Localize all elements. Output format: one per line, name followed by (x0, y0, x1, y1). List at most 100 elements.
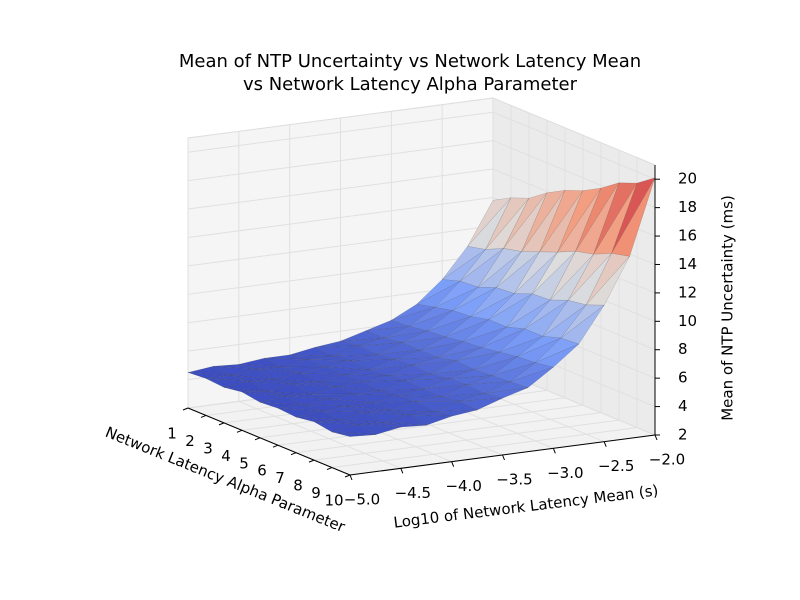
surface-facet (343, 369, 388, 376)
surface-facet (542, 300, 587, 337)
y-tick (344, 474, 351, 478)
surface-facet (488, 293, 533, 320)
x-tick (552, 448, 556, 454)
x-tick-label: −5.0 (344, 491, 380, 509)
surface-facet (313, 419, 358, 425)
surface-facet (331, 431, 376, 437)
y-tick (200, 414, 207, 418)
axis-line (187, 407, 351, 476)
surface-facet (460, 248, 505, 282)
y-tick (254, 437, 261, 441)
z-tick-label: 6 (678, 369, 688, 387)
surface-facet (325, 360, 370, 370)
surface-facet (351, 354, 395, 361)
x-tick-label: −4.5 (395, 484, 431, 502)
surface-facet (372, 395, 416, 404)
grid-line (187, 140, 494, 182)
grid-line (187, 225, 494, 267)
surface-facet (383, 326, 428, 339)
x-tick (349, 474, 353, 481)
surface-facet (585, 256, 630, 306)
surface-facet (419, 336, 464, 351)
surface-facet (382, 422, 427, 428)
x-tick-label: −2.0 (649, 451, 685, 469)
surface-facet (405, 373, 449, 381)
grid-line (187, 111, 494, 153)
y-tick (218, 422, 225, 426)
surface-facet (303, 398, 347, 407)
y-tick-label: 8 (293, 477, 303, 495)
x-tick (654, 434, 658, 441)
surface-facet (506, 293, 551, 328)
x-tick-label: −3.0 (547, 464, 583, 482)
x-axis-label: Log10 of Network Latency Mean (s) (393, 481, 660, 531)
y-tick-label: 1 (167, 425, 177, 443)
y-tick-label: 9 (311, 484, 321, 502)
x-tick (400, 468, 404, 474)
surface-facet (467, 197, 512, 250)
grid-line (313, 419, 620, 461)
surface-facet (437, 341, 483, 358)
grid-line (187, 196, 494, 238)
y-tick (326, 467, 333, 471)
surface-facet (491, 356, 536, 376)
y-tick (182, 407, 189, 411)
y-tick (272, 444, 279, 448)
y-tick-label: 10 (324, 492, 343, 510)
z-tick-label: 4 (678, 397, 688, 415)
z-tick-label: 8 (678, 340, 688, 358)
surface-facet (441, 384, 486, 397)
z-tick-label: 2 (678, 426, 688, 444)
surface-facet (241, 391, 286, 397)
grid-line (492, 111, 656, 180)
surface-facet (503, 192, 548, 249)
surface-facet (509, 367, 554, 388)
x-tick (451, 461, 455, 467)
z-tick-label: 14 (678, 255, 697, 273)
surface-facet (249, 379, 293, 385)
surface-facet (397, 388, 442, 397)
grid-line (187, 253, 494, 295)
chart-title: Mean of NTP Uncertainty vs Network Laten… (179, 51, 641, 72)
grid-line (331, 427, 638, 469)
x-tick-label: −4.0 (445, 477, 481, 495)
z-tick-label: 20 (678, 170, 697, 188)
surface-facet (328, 393, 373, 404)
surface-facet (423, 384, 467, 397)
grid-line (295, 412, 602, 454)
grid-line (277, 404, 584, 446)
surface-facet (524, 299, 569, 330)
y-tick-label: 5 (239, 454, 249, 472)
surface-facet (408, 414, 452, 426)
surface-facet (539, 190, 584, 253)
surface (187, 177, 656, 437)
x-tick (603, 441, 607, 447)
y-tick-label: 4 (221, 447, 231, 465)
z-tick-label: 16 (678, 227, 697, 245)
surface-facet (445, 316, 490, 338)
surface-facet (307, 355, 352, 361)
surface-facet (557, 187, 602, 253)
surface-facet (259, 402, 304, 409)
x-tick-label: −3.5 (496, 471, 532, 489)
surface-facet (459, 393, 503, 402)
surface-facet (467, 197, 512, 247)
surface-facet (452, 286, 497, 311)
grid-line (187, 168, 494, 210)
y-tick-label: 2 (185, 432, 195, 450)
surface-facet (408, 411, 452, 417)
surface-facet (509, 362, 555, 382)
x-tick-label: −2.5 (598, 457, 634, 475)
surface-facet (401, 330, 446, 343)
surface-facet (470, 287, 515, 317)
surface-facet (485, 197, 530, 250)
surface-facet (357, 424, 401, 435)
grid-line (238, 400, 402, 469)
surface-facet (256, 366, 301, 374)
surface-facet (315, 340, 359, 348)
y-tick (236, 429, 243, 433)
z-tick-label: 18 (678, 198, 697, 216)
surface-facet (259, 395, 304, 406)
y-tick (308, 459, 315, 463)
z-tick-label: 12 (678, 283, 697, 301)
